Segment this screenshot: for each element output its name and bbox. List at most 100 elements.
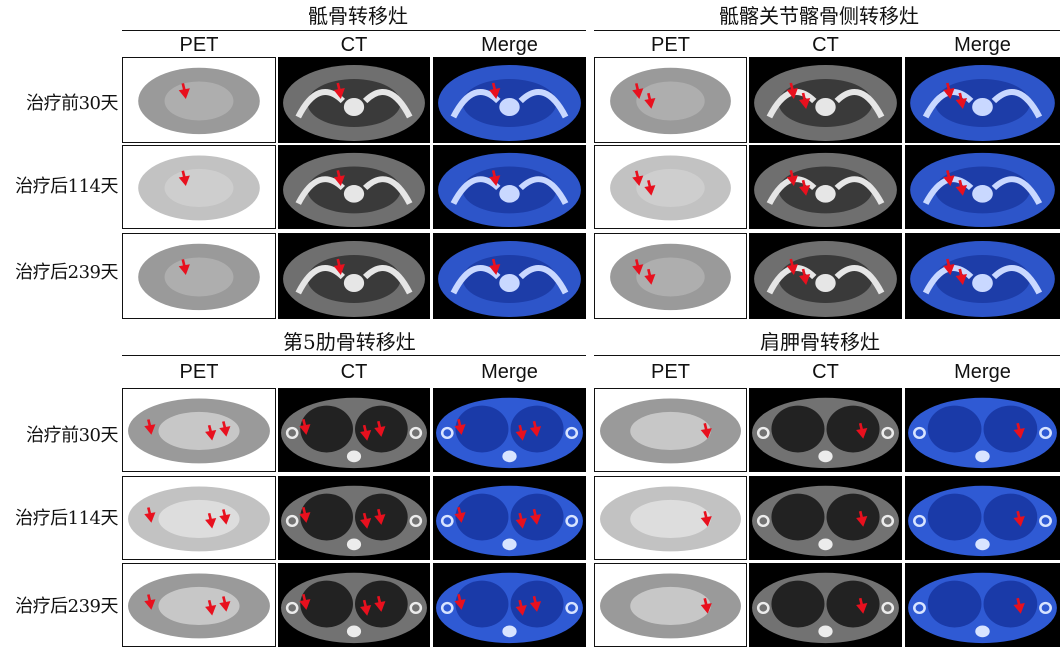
red-arrow-icon bbox=[856, 510, 868, 527]
red-arrow-icon bbox=[1013, 597, 1025, 614]
red-arrow-icon bbox=[529, 420, 542, 437]
pet-image bbox=[594, 563, 747, 647]
pet-image bbox=[594, 388, 747, 472]
ct-image bbox=[749, 388, 902, 472]
red-arrow-icon bbox=[644, 268, 656, 285]
red-arrow-icon bbox=[360, 512, 372, 529]
col-header-ct: CT bbox=[340, 34, 368, 56]
red-arrow-icon bbox=[955, 92, 967, 109]
ct-image bbox=[749, 476, 902, 560]
row-label: 治疗后239天 bbox=[15, 596, 118, 617]
red-arrow-icon bbox=[219, 596, 231, 612]
panel-rule-3 bbox=[122, 355, 586, 356]
red-arrow-icon bbox=[515, 599, 527, 616]
ct-image bbox=[278, 233, 430, 319]
panel-title-2: 骶髂关节髂骨侧转移灶 bbox=[719, 4, 919, 28]
ct-image bbox=[278, 145, 430, 229]
red-arrow-icon bbox=[632, 170, 644, 187]
col-header-merge: Merge bbox=[954, 34, 1011, 56]
panel-rule-4 bbox=[594, 355, 1060, 356]
panel-title-1: 骶骨转移灶 bbox=[308, 4, 408, 28]
red-arrow-icon bbox=[178, 170, 190, 187]
merge-image bbox=[433, 563, 586, 647]
red-arrow-icon bbox=[219, 509, 231, 525]
merge-image bbox=[905, 233, 1060, 319]
red-arrow-icon bbox=[299, 506, 311, 523]
red-arrow-icon bbox=[205, 424, 217, 441]
row-label: 治疗后239天 bbox=[15, 262, 118, 283]
red-arrow-icon bbox=[360, 599, 372, 616]
ct-image bbox=[749, 563, 902, 647]
panel-title-4: 肩胛骨转移灶 bbox=[760, 330, 880, 354]
red-arrow-icon bbox=[644, 92, 656, 109]
red-arrow-icon bbox=[529, 595, 542, 612]
col-header-ct: CT bbox=[340, 361, 368, 383]
pet-image bbox=[122, 233, 276, 319]
pet-image bbox=[594, 57, 747, 143]
panel-title-3: 第5肋骨转移灶 bbox=[283, 330, 416, 354]
merge-image bbox=[905, 388, 1060, 472]
merge-image bbox=[905, 145, 1060, 229]
red-arrow-icon bbox=[333, 82, 345, 99]
merge-image bbox=[433, 57, 586, 143]
red-arrow-icon bbox=[454, 506, 466, 523]
col-header-merge: Merge bbox=[481, 361, 538, 383]
pet-image bbox=[122, 57, 276, 143]
pet-image bbox=[594, 145, 747, 229]
ct-image bbox=[749, 145, 902, 229]
col-header-ct: CT bbox=[812, 361, 839, 383]
red-arrow-icon bbox=[515, 512, 527, 529]
row-label: 治疗后114天 bbox=[15, 176, 118, 197]
red-arrow-icon bbox=[454, 418, 466, 435]
red-arrow-icon bbox=[454, 593, 466, 610]
red-arrow-icon bbox=[856, 422, 868, 439]
col-header-pet: PET bbox=[179, 34, 219, 56]
pet-image bbox=[122, 563, 276, 647]
row-label: 治疗后114天 bbox=[15, 508, 118, 529]
merge-image bbox=[433, 388, 586, 472]
red-arrow-icon bbox=[178, 259, 190, 276]
red-arrow-icon bbox=[489, 82, 501, 99]
red-arrow-icon bbox=[798, 92, 811, 109]
red-arrow-icon bbox=[955, 179, 967, 196]
pet-image bbox=[122, 145, 276, 229]
merge-image bbox=[905, 476, 1060, 560]
ct-image bbox=[749, 233, 902, 319]
col-header-pet: PET bbox=[651, 361, 690, 383]
red-arrow-icon bbox=[333, 258, 345, 275]
red-arrow-icon bbox=[1013, 422, 1025, 439]
ct-image bbox=[278, 388, 430, 472]
pet-image bbox=[594, 476, 747, 560]
red-arrow-icon bbox=[515, 424, 527, 441]
red-arrow-icon bbox=[700, 511, 712, 527]
red-arrow-icon bbox=[360, 424, 372, 441]
row-label: 治疗前30天 bbox=[26, 93, 118, 114]
red-arrow-icon bbox=[632, 259, 644, 276]
ct-image bbox=[278, 57, 430, 143]
pet-image bbox=[594, 233, 747, 319]
merge-image bbox=[433, 476, 586, 560]
red-arrow-icon bbox=[144, 594, 156, 610]
ct-image bbox=[278, 476, 430, 560]
red-arrow-icon bbox=[374, 420, 386, 437]
merge-image bbox=[433, 145, 586, 229]
panel-rule-2 bbox=[594, 30, 1060, 31]
panel-rule-1 bbox=[122, 30, 586, 31]
red-arrow-icon bbox=[943, 82, 955, 99]
red-arrow-icon bbox=[798, 179, 811, 196]
red-arrow-icon bbox=[205, 512, 217, 529]
merge-image bbox=[433, 233, 586, 319]
red-arrow-icon bbox=[700, 598, 712, 614]
red-arrow-icon bbox=[299, 418, 311, 435]
red-arrow-icon bbox=[786, 258, 798, 275]
red-arrow-icon bbox=[644, 180, 656, 196]
ct-image bbox=[278, 563, 430, 647]
col-header-ct: CT bbox=[812, 34, 839, 56]
red-arrow-icon bbox=[333, 170, 345, 187]
red-arrow-icon bbox=[529, 508, 542, 525]
pet-image bbox=[122, 476, 276, 560]
ct-image bbox=[749, 57, 902, 143]
red-arrow-icon bbox=[1013, 510, 1025, 527]
red-arrow-icon bbox=[178, 83, 190, 100]
merge-image bbox=[905, 57, 1060, 143]
